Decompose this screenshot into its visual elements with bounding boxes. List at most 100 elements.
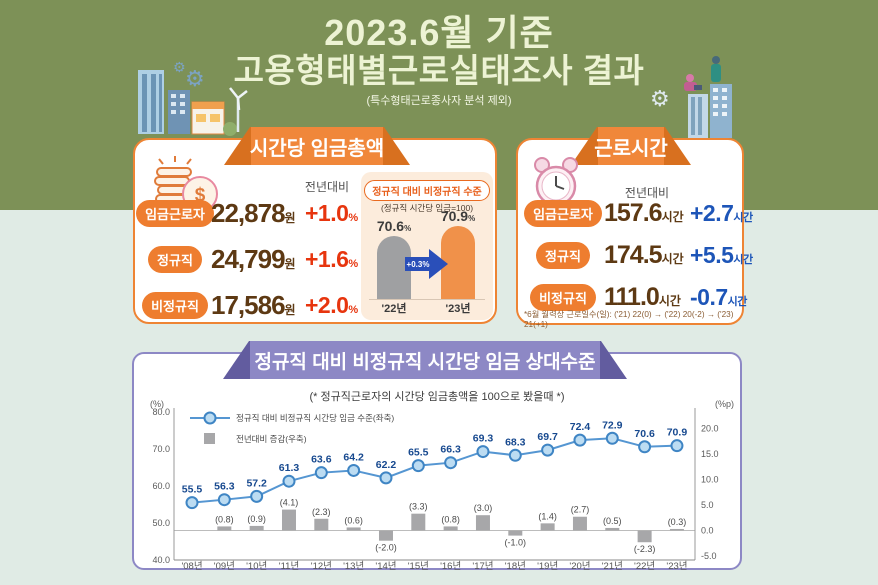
svg-text:'21년: '21년	[602, 561, 623, 572]
mini-year-2022: '22년	[381, 303, 407, 315]
svg-text:65.5: 65.5	[408, 447, 429, 459]
wage-change-unit: %	[348, 211, 358, 224]
svg-text:(2.7): (2.7)	[571, 505, 590, 515]
svg-text:70.6: 70.6	[634, 428, 655, 440]
svg-text:'08년: '08년	[181, 561, 202, 572]
hours-row: 정규직 174.5시간 +5.5시간	[522, 238, 753, 272]
hours-value: 111.0	[604, 282, 660, 311]
relative-wage-chart-panel: 정규직 대비 비정규직 시간당 임금 상대수준 (* 정규직근로자의 시간당 임…	[132, 352, 742, 572]
svg-text:(0.8): (0.8)	[215, 514, 234, 524]
wage-row-label: 정규직	[148, 245, 202, 273]
svg-text:40.0: 40.0	[152, 555, 170, 565]
svg-text:'14년: '14년	[375, 561, 396, 572]
hourly-wage-ribbon: 시간당 임금총액	[224, 127, 410, 165]
svg-text:(0.9): (0.9)	[247, 514, 266, 524]
wage-row-label: 임금근로자	[136, 199, 214, 227]
svg-text:'11년: '11년	[279, 561, 299, 572]
hours-change-unit: 시간	[733, 253, 753, 266]
svg-text:72.9: 72.9	[602, 419, 623, 431]
wage-unit: 원	[284, 210, 296, 225]
hours-col-header: 전년대비	[624, 186, 670, 200]
mini-chart-baseline	[369, 299, 485, 300]
hours-change-unit: 시간	[733, 211, 753, 224]
hours-change-unit: 시간	[727, 295, 748, 308]
wage-value: 24,799	[211, 243, 286, 274]
svg-text:+0.3%: +0.3%	[407, 260, 430, 269]
gear-icon: ⚙	[173, 59, 186, 75]
svg-text:68.3: 68.3	[505, 436, 526, 448]
chart-subtitle: (* 정규직근로자의 시간당 임금총액을 100으로 봤을때 *)	[309, 391, 565, 403]
svg-text:(-1.0): (-1.0)	[505, 538, 527, 548]
chart-banner: 정규직 대비 비정규직 시간당 임금 상대수준	[223, 341, 627, 379]
wage-row: 임금근로자 22,878원 +1.0%	[136, 196, 363, 230]
svg-text:(1.4): (1.4)	[538, 511, 557, 521]
working-hours-panel: 근로시간 전년대비 임금근로자 157.6시간 +2.7시간 정규직 174.5…	[516, 138, 753, 329]
wage-change-unit: %	[348, 257, 358, 270]
svg-text:56.3: 56.3	[214, 481, 235, 493]
hours-row: 비정규직 111.0시간 -0.7시간	[522, 280, 748, 314]
wage-row-label: 비정규직	[142, 291, 208, 319]
chart-banner-title: 정규직 대비 비정규직 시간당 임금 상대수준	[254, 351, 596, 373]
svg-text:'23년: '23년	[666, 561, 687, 572]
svg-text:(0.8): (0.8)	[441, 514, 460, 524]
hourly-wage-panel: 시간당 임금총액 $ 전년대비 임금근로자 22,878원 +1.0% 정규직 …	[133, 138, 497, 324]
svg-text:20.0: 20.0	[701, 424, 719, 434]
svg-text:55.5: 55.5	[182, 484, 203, 496]
svg-text:50.0: 50.0	[152, 518, 170, 528]
hours-row-label: 정규직	[536, 241, 590, 269]
svg-text:61.3: 61.3	[279, 462, 300, 474]
svg-text:64.2: 64.2	[343, 451, 364, 463]
svg-text:'18년: '18년	[505, 561, 526, 572]
wage-unit: 원	[284, 256, 296, 271]
svg-text:전년대비 증감(우축): 전년대비 증감(우축)	[236, 434, 307, 444]
svg-text:'10년: '10년	[246, 561, 267, 572]
svg-text:'15년: '15년	[408, 561, 429, 572]
wage-row: 정규직 24,799원 +1.6%	[139, 242, 363, 276]
svg-text:(%): (%)	[150, 399, 164, 409]
svg-text:'12년: '12년	[311, 561, 332, 572]
svg-text:72.4: 72.4	[570, 421, 591, 433]
hours-change: -0.7	[690, 283, 728, 310]
hours-unit: 시간	[661, 251, 684, 266]
wage-change-unit: %	[348, 303, 358, 316]
hours-unit: 시간	[658, 293, 681, 308]
svg-text:(3.0): (3.0)	[474, 503, 493, 513]
hours-value: 174.5	[604, 240, 663, 269]
svg-text:'17년: '17년	[472, 561, 493, 572]
svg-text:15.0: 15.0	[701, 449, 719, 459]
relative-wage-line-bar-chart: 80.0 70.0 60.0 50.0 40.0 20.0 15.0 10.0 5.0 0.0 -5…	[150, 399, 734, 572]
wage-value: 17,586	[211, 289, 286, 320]
hourly-wage-title: 시간당 임금총액	[249, 137, 385, 160]
svg-text:(0.6): (0.6)	[344, 515, 363, 525]
svg-text:'13년: '13년	[343, 561, 364, 572]
svg-text:69.3: 69.3	[473, 433, 494, 445]
page-title-line1: 2023.6월 기준	[324, 12, 554, 53]
hours-row: 임금근로자 157.6시간 +2.7시간	[522, 196, 753, 230]
svg-text:80.0: 80.0	[152, 407, 170, 417]
svg-text:70.9: 70.9	[667, 427, 688, 439]
svg-text:(4.1): (4.1)	[280, 498, 299, 508]
hours-row-label: 비정규직	[530, 283, 596, 311]
mini-bar-value-2023: 70.9%	[440, 208, 476, 224]
svg-text:57.2: 57.2	[246, 477, 267, 489]
wage-value: 22,878	[211, 197, 286, 228]
svg-text:$: $	[195, 185, 206, 206]
wage-col-header: 전년대비	[304, 180, 350, 194]
svg-text:(-2.3): (-2.3)	[634, 544, 656, 554]
page-title-line2: 고용형태별근로실태조사 결과	[233, 52, 645, 89]
page-subtitle: (특수형태근로종사자 분석 제외)	[366, 95, 512, 107]
svg-text:70.0: 70.0	[152, 444, 170, 454]
svg-text:62.2: 62.2	[376, 459, 397, 471]
svg-text:'22년: '22년	[634, 561, 655, 572]
svg-text:-5.0: -5.0	[701, 551, 717, 561]
mini-chart-title: 정규직 대비 비정규직 수준	[364, 180, 490, 201]
wage-unit: 원	[284, 302, 296, 317]
svg-text:'09년: '09년	[214, 561, 235, 572]
mini-bar-value-2022: 70.6%	[376, 218, 412, 234]
svg-text:'16년: '16년	[440, 561, 461, 572]
svg-text:63.6: 63.6	[311, 454, 332, 466]
svg-text:(0.5): (0.5)	[603, 516, 622, 526]
svg-text:69.7: 69.7	[537, 431, 558, 443]
working-hours-title: 근로시간	[594, 137, 668, 160]
